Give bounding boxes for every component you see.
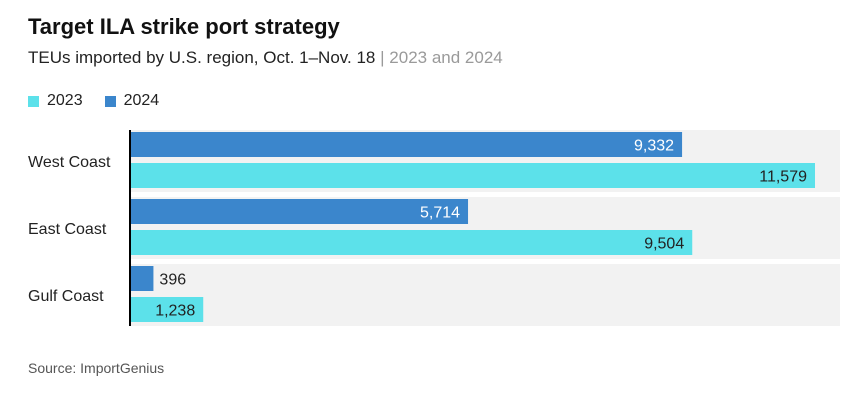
legend-label-2024: 2024 [123,92,160,109]
data-label-gulf-coast-2023: 1,238 [155,303,195,320]
data-label-east-coast-2024: 5,714 [420,205,460,222]
legend-swatch-2024 [104,95,116,107]
data-label-west-coast-2024: 9,332 [634,138,674,155]
chart-legend: 2023 2024 [28,92,159,110]
chart-title: Target ILA strike port strategy [28,14,340,39]
legend-swatch-2023 [28,95,39,107]
data-label-west-coast-2023: 11,579 [759,169,807,186]
bar-east-coast-2024 [130,199,469,224]
category-label-gulf-coast: Gulf Coast [28,288,104,305]
source-note: Source: ImportGenius [28,360,165,376]
legend-label-2023: 2023 [47,92,83,109]
category-label-east-coast: East Coast [28,221,107,238]
legend-item-2023: 2023 [28,92,83,110]
bar-gulf-coast-2024 [130,266,154,291]
data-label-east-coast-2023: 9,504 [644,236,684,253]
subtitle-text: TEUs imported by U.S. region, Oct. 1–Nov… [28,48,376,67]
bar-east-coast-2023 [130,230,693,255]
subtitle-years: 2023 and 2024 [389,48,503,67]
row-band-gulf-coast [130,264,840,326]
subtitle-separator: | [380,48,385,67]
bar-west-coast-2024 [130,132,683,157]
legend-item-2024: 2024 [104,92,160,110]
data-label-gulf-coast-2024: 396 [159,272,186,289]
category-label-west-coast: West Coast [28,154,111,171]
chart-subtitle: TEUs imported by U.S. region, Oct. 1–Nov… [28,48,503,68]
bar-west-coast-2023 [130,163,815,188]
bar-gulf-coast-2023 [130,297,204,322]
